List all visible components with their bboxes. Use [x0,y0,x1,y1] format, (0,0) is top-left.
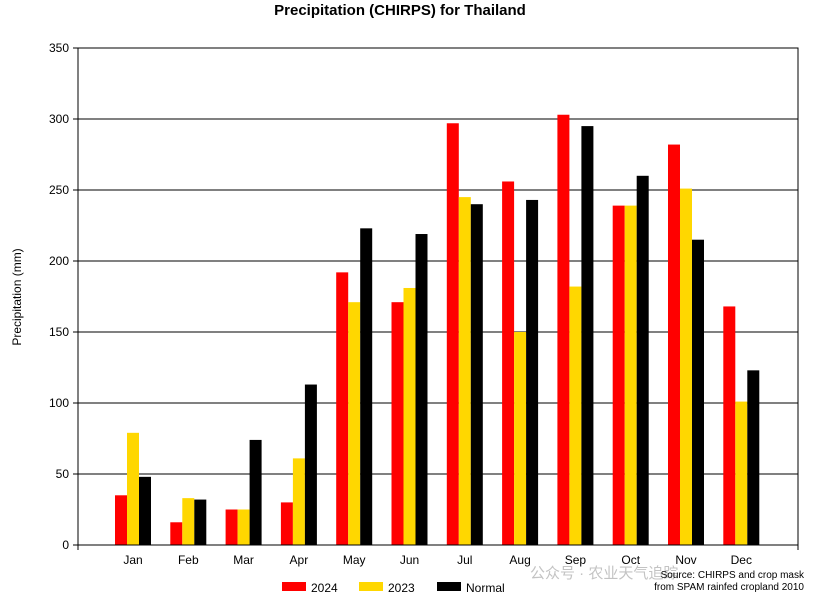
bar-normal-mar [249,439,262,545]
bar-2024-aug [502,181,515,546]
bar-normal-sep [581,126,594,545]
x-tick-label: Aug [509,553,530,567]
bar-normal-may [360,228,373,545]
x-tick-label: Sep [565,553,587,567]
x-tick-label: May [343,553,366,567]
watermark: 公众号 · 农业天气追踪 [530,565,679,582]
legend-label-normal: Normal [466,581,505,595]
x-tick-label: Jan [123,553,142,567]
bar-normal-oct [636,175,649,546]
y-axis: 0 50 100 150 200 250 300 350 [49,41,78,552]
legend-label-2023: 2023 [388,581,415,595]
bar-normal-nov [692,239,704,545]
bar-2023-may [348,302,361,545]
y-tick-label: 250 [49,183,69,197]
bar-normal-aug [526,199,539,545]
bar-2023-oct [624,205,637,545]
bar-2024-jul [446,123,459,545]
bar-2023-dec [735,401,748,545]
bar-2023-jan [127,432,139,545]
chart-title: Precipitation (CHIRPS) for Thailand [274,2,526,19]
bar-2023-aug [514,332,527,545]
x-tick-label: Jul [457,553,472,567]
x-tick-label: Mar [233,553,254,567]
legend-swatch-2024 [282,582,306,591]
x-tick-label: Oct [621,553,640,567]
legend: 2024 2023 Normal [282,581,505,595]
bar-2023-apr [292,458,305,545]
bar-normal-apr [304,384,317,545]
source-line-2: from SPAM rainfed cropland 2010 [654,582,804,593]
x-tick-label: Jun [400,553,419,567]
bar-2024-jan [115,495,127,545]
bar-2024-jun [391,302,404,545]
x-tick-label: Apr [290,553,309,567]
y-tick-label: 300 [49,112,69,126]
bar-2023-jun [403,287,416,545]
legend-swatch-normal [437,582,461,591]
bar-normal-jan [139,476,151,545]
x-tick-label: Feb [178,553,199,567]
y-tick-label: 50 [56,467,70,481]
bar-normal-jun [415,234,428,545]
bar-2023-nov [680,188,692,545]
bar-2023-feb [182,498,195,545]
bar-normal-jul [470,204,483,545]
bar-2024-dec [723,306,736,545]
bar-2024-nov [668,144,680,545]
bar-2024-sep [557,114,570,546]
y-axis-label: Precipitation (mm) [10,248,24,345]
x-tick-label: Nov [675,553,696,567]
bar-2023-sep [569,286,582,545]
bar-normal-dec [747,370,760,545]
y-tick-label: 100 [49,396,69,410]
x-axis: Jan Feb Mar Apr May Jun Jul Aug Sep Oct Nov Dec [77,545,799,567]
bar-2024-apr [280,502,293,545]
y-tick-label: 200 [49,254,69,268]
legend-swatch-2023 [359,582,383,591]
y-tick-label: 0 [62,538,69,552]
bar-2024-feb [170,522,183,545]
bar-normal-feb [194,499,207,545]
bars [115,114,760,546]
bar-2024-may [336,272,349,545]
plot-frame [77,47,799,546]
bar-2024-oct [612,205,625,545]
legend-label-2024: 2024 [311,581,338,595]
x-tick-label: Dec [731,553,752,567]
bar-2023-mar [237,509,250,545]
y-tick-label: 350 [49,41,69,55]
source-note: Source: CHIRPS and crop mask from SPAM r… [654,570,804,594]
bar-2024-mar [225,509,238,545]
bar-2023-jul [458,197,471,545]
source-line-1: Source: CHIRPS and crop mask [660,570,804,581]
y-tick-label: 150 [49,325,69,339]
